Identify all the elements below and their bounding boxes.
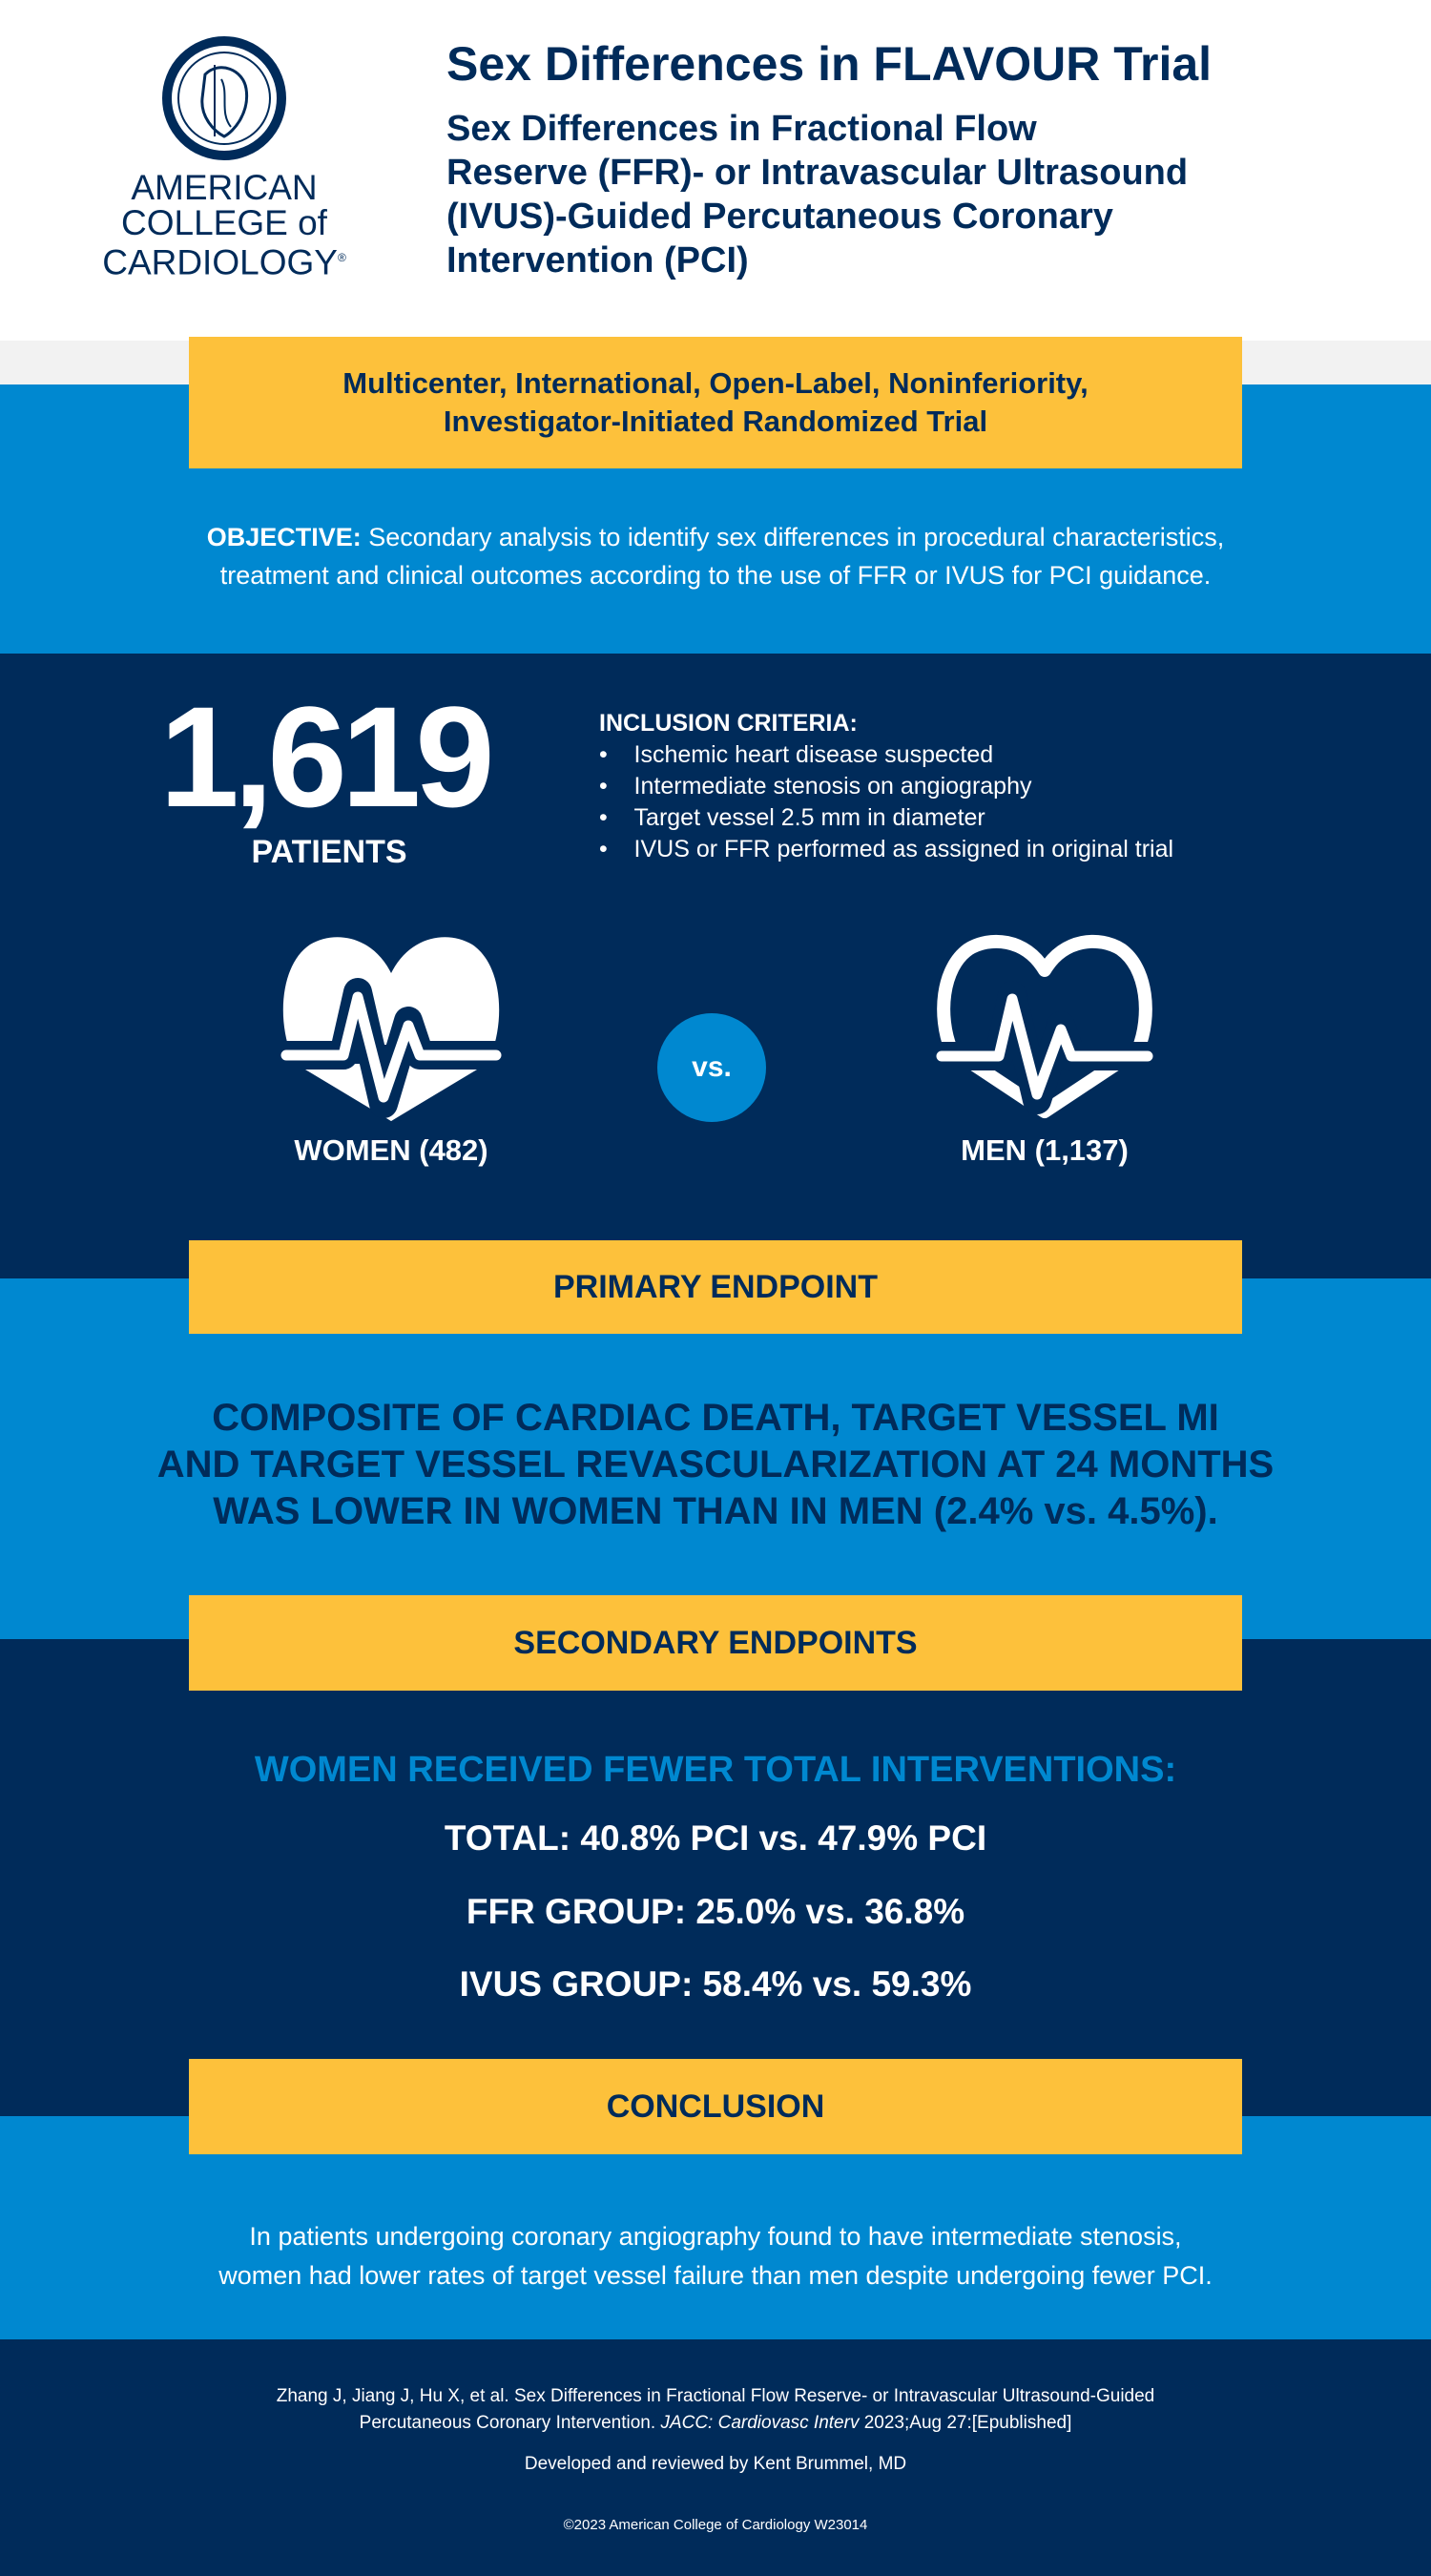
objective: OBJECTIVE: Secondary analysis to identif… — [0, 518, 1431, 594]
conclusion-line: women had lower rates of target vessel f… — [218, 2261, 1213, 2290]
design-line: Multicenter, International, Open-Label, … — [342, 366, 1089, 400]
design-line: Investigator-Initiated Randomized Trial — [443, 405, 988, 438]
acc-seal-icon — [162, 36, 286, 160]
objective-text: treatment and clinical outcomes accordin… — [219, 561, 1212, 590]
primary-endpoint-result: COMPOSITE OF CARDIAC DEATH, TARGET VESSE… — [0, 1395, 1431, 1535]
inclusion-text: IVUS or FFR performed as assigned in ori… — [633, 836, 1174, 862]
objective-text: Secondary analysis to identify sex diffe… — [361, 523, 1225, 551]
vs-label: vs. — [692, 1051, 732, 1083]
conclusion-line: In patients undergoing coronary angiogra… — [249, 2222, 1182, 2251]
page-title: Sex Differences in FLAVOUR Trial — [446, 37, 1213, 91]
secondary-result: TOTAL: 40.8% PCI vs. 47.9% PCI — [444, 1818, 987, 1858]
primary-section — [0, 1278, 1431, 1639]
inclusion-item: • Ischemic heart disease suspected — [599, 741, 994, 768]
citation-line: Zhang J, Jiang J, Hu X, et al. Sex Diffe… — [276, 2386, 1155, 2406]
inclusion-criteria: INCLUSION CRITERIA: • Ischemic heart dis… — [599, 708, 1173, 865]
subtitle-line: Reserve (FFR)- or Intravascular Ultrasou… — [446, 153, 1189, 193]
inclusion-item: • Target vessel 2.5 mm in diameter — [599, 804, 985, 831]
heading-text: PRIMARY ENDPOINT — [552, 1268, 879, 1305]
inclusion-text: Ischemic heart disease suspected — [633, 741, 994, 768]
men-label: MEN (1,137) — [961, 1133, 1129, 1167]
citation-line: Percutaneous Coronary Intervention. — [359, 2413, 661, 2433]
page-subtitle: Sex Differences in Fractional Flow Reser… — [446, 107, 1188, 282]
secondary-result: FFR GROUP: 25.0% vs. 36.8% — [466, 1892, 965, 1931]
objective-label: OBJECTIVE: — [206, 523, 362, 551]
inclusion-title: INCLUSION CRITERIA: — [599, 710, 858, 737]
developed-by: Developed and reviewed by Kent Brummel, … — [524, 2454, 907, 2474]
inclusion-item: • Intermediate stenosis on angiography — [599, 773, 1032, 800]
footer — [0, 2339, 1431, 2576]
heading-text: CONCLUSION — [606, 2088, 825, 2125]
patients-label: PATIENTS — [251, 834, 407, 870]
logo-line2: COLLEGE of — [121, 203, 327, 242]
heart-pulse-filled-icon — [277, 937, 506, 1121]
heart-pulse-outline-icon — [930, 934, 1159, 1118]
primary-line: WAS LOWER IN WOMEN THAN IN MEN (2.4% vs.… — [213, 1490, 1218, 1532]
patients-section — [0, 654, 1431, 1278]
subtitle-line: Intervention (PCI) — [446, 240, 749, 280]
citation: Zhang J, Jiang J, Hu X, et al. Sex Diffe… — [0, 2383, 1431, 2437]
citation-journal: JACC: Cardiovasc Interv — [660, 2413, 860, 2433]
subtitle-line: (IVUS)-Guided Percutaneous Coronary — [446, 197, 1113, 237]
inclusion-item: • IVUS or FFR performed as assigned in o… — [599, 836, 1174, 862]
secondary-intro: WOMEN RECEIVED FEWER TOTAL INTERVENTIONS… — [254, 1750, 1177, 1790]
acc-logo: AMERICAN COLLEGE of CARDIOLOGY® — [86, 36, 363, 280]
trial-design-box: Multicenter, International, Open-Label, … — [189, 337, 1242, 468]
logo-reg: ® — [337, 251, 346, 264]
inclusion-text: Target vessel 2.5 mm in diameter — [633, 804, 985, 831]
logo-line3: CARDIOLOGY — [102, 242, 338, 282]
primary-line: AND TARGET VESSEL REVASCULARIZATION AT 2… — [156, 1444, 1275, 1485]
conclusion-text: In patients undergoing coronary angiogra… — [0, 2217, 1431, 2296]
vs-badge: vs. — [657, 1013, 766, 1122]
conclusion-heading: CONCLUSION — [189, 2059, 1242, 2154]
primary-line: COMPOSITE OF CARDIAC DEATH, TARGET VESSE… — [212, 1397, 1219, 1439]
patient-count: 1,619 — [159, 676, 494, 837]
heading-text: SECONDARY ENDPOINTS — [513, 1624, 918, 1661]
women-label: WOMEN (482) — [294, 1133, 488, 1167]
subtitle-line: Sex Differences in Fractional Flow — [446, 109, 1037, 149]
inclusion-text: Intermediate stenosis on angiography — [633, 773, 1032, 800]
secondary-section — [0, 1639, 1431, 2116]
secondary-endpoints-heading: SECONDARY ENDPOINTS — [189, 1595, 1242, 1691]
citation-line: 2023;Aug 27:[Epublished] — [859, 2413, 1072, 2433]
logo-line1: AMERICAN — [131, 168, 318, 207]
copyright: ©2023 American College of Cardiology W23… — [563, 2517, 868, 2533]
secondary-result: IVUS GROUP: 58.4% vs. 59.3% — [459, 1964, 972, 2004]
primary-endpoint-heading: PRIMARY ENDPOINT — [189, 1240, 1242, 1334]
